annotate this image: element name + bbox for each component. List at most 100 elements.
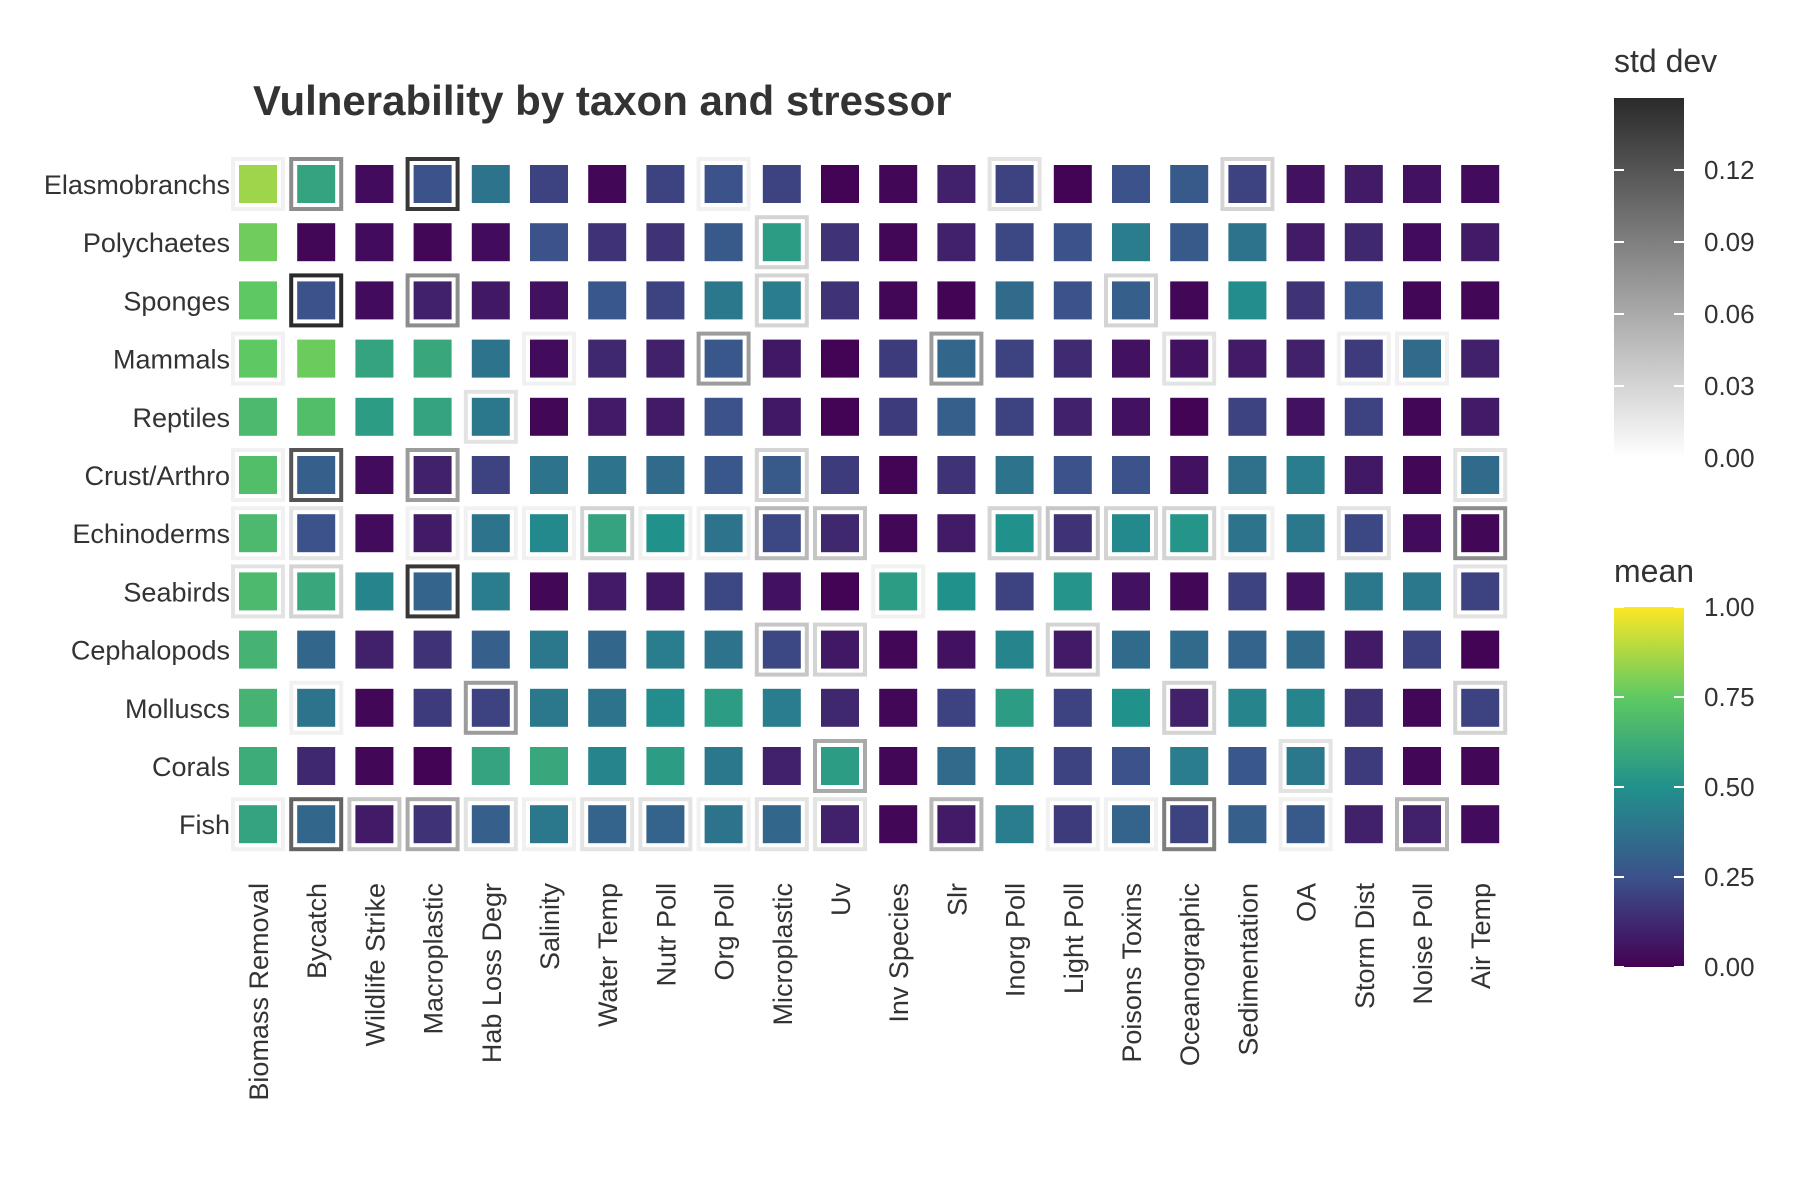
x-tick-label: Macroplastic <box>419 883 449 1035</box>
cell-mean-fill <box>879 630 918 669</box>
legend-tick-label: 0.75 <box>1704 682 1755 712</box>
heatmap-cell <box>463 797 518 852</box>
heatmap-cell <box>987 797 1042 852</box>
heatmap-cell <box>1278 215 1333 270</box>
x-tick-label: Org Poll <box>710 883 740 981</box>
heatmap-cell <box>1162 448 1217 502</box>
heatmap-cell <box>696 622 751 677</box>
cell-mean-fill <box>355 572 394 611</box>
heatmap-cell <box>405 273 460 328</box>
y-tick-label: Polychaetes <box>83 228 230 258</box>
cell-mean-fill <box>1286 747 1325 785</box>
heatmap-cell <box>638 506 693 561</box>
cell-mean-fill <box>1403 456 1441 494</box>
cell-mean-fill <box>413 630 452 669</box>
cell-mean-fill <box>1112 688 1150 727</box>
heatmap-cell <box>813 506 867 561</box>
cell-mean-fill <box>1170 223 1209 262</box>
heatmap-cell <box>754 389 809 444</box>
heatmap-cell <box>463 564 518 619</box>
heatmap-cell <box>1453 797 1508 852</box>
cell-mean-fill <box>471 223 510 262</box>
legend-tick-label: 0.00 <box>1704 443 1755 473</box>
cell-mean-fill <box>1286 339 1325 378</box>
heatmap-cell <box>813 680 867 735</box>
cell-mean-fill <box>239 572 277 611</box>
heatmap-cell <box>1336 273 1391 328</box>
cell-mean-fill <box>762 747 801 785</box>
heatmap-cell <box>289 273 344 328</box>
heatmap-cell <box>871 331 926 386</box>
heatmap-cell <box>1336 157 1391 211</box>
cell-mean-fill <box>1170 397 1209 436</box>
cell-mean-fill <box>821 165 859 203</box>
heatmap-cell <box>1278 506 1333 561</box>
heatmap-cell <box>1104 448 1158 502</box>
x-tick-label: Microplastic <box>768 883 798 1026</box>
heatmap-cell <box>1104 389 1158 444</box>
heatmap-cell <box>522 389 576 444</box>
heatmap-cell <box>696 389 751 444</box>
cell-mean-fill <box>471 456 510 494</box>
cell-mean-fill <box>413 747 452 785</box>
cell-mean-fill <box>879 165 918 203</box>
heatmap-cell <box>1045 680 1100 735</box>
cell-mean-fill <box>530 572 568 611</box>
heatmap-cell <box>754 680 809 735</box>
cell-mean-fill <box>821 747 859 785</box>
heatmap-cell <box>231 215 285 270</box>
cell-mean-fill <box>355 630 394 669</box>
x-tick-label: Storm Dist <box>1350 883 1380 1010</box>
heatmap-cell <box>522 564 576 619</box>
cell-mean-fill <box>1461 165 1500 203</box>
heatmap-cell <box>289 797 344 852</box>
cell-mean-fill <box>588 397 627 436</box>
heatmap-cell <box>1045 506 1100 561</box>
cell-mean-fill <box>704 165 743 203</box>
heatmap-cell <box>1278 739 1333 793</box>
cell-mean-fill <box>1344 165 1383 203</box>
heatmap-cell <box>580 797 635 852</box>
cell-mean-fill <box>297 630 336 669</box>
cell-mean-fill <box>355 688 394 727</box>
heatmap-cell <box>1336 564 1391 619</box>
cell-mean-fill <box>821 630 859 669</box>
heatmap-cell <box>1395 448 1449 502</box>
heatmap-cell <box>987 564 1042 619</box>
heatmap-cells <box>231 157 1508 852</box>
cell-mean-fill <box>704 514 743 553</box>
cell-mean-fill <box>1112 456 1150 494</box>
cell-mean-fill <box>471 397 510 436</box>
cell-mean-fill <box>297 572 336 611</box>
cell-mean-fill <box>297 339 336 378</box>
cell-mean-fill <box>355 281 394 320</box>
heatmap-cell <box>231 564 285 619</box>
heatmap-cell <box>987 273 1042 328</box>
heatmap-cell <box>1453 622 1508 677</box>
cell-mean-fill <box>1403 514 1441 553</box>
cell-mean-fill <box>646 281 685 320</box>
heatmap-cell <box>347 739 402 793</box>
cell-mean-fill <box>646 339 685 378</box>
cell-mean-fill <box>530 630 568 669</box>
y-tick-label: Elasmobranchs <box>44 170 230 200</box>
heatmap-cell <box>929 622 984 677</box>
heatmap-cell <box>1395 273 1449 328</box>
cell-mean-fill <box>995 688 1034 727</box>
heatmap-cell <box>1220 680 1275 735</box>
cell-mean-fill <box>879 281 918 320</box>
legend-tick-label: 0.00 <box>1704 952 1755 982</box>
heatmap-cell <box>1104 797 1158 852</box>
heatmap-cell <box>231 680 285 735</box>
heatmap-cell <box>1162 564 1217 619</box>
cell-mean-fill <box>1170 339 1209 378</box>
cell-mean-fill <box>471 339 510 378</box>
cell-mean-fill <box>1286 514 1325 553</box>
cell-mean-fill <box>704 688 743 727</box>
cell-mean-fill <box>239 281 277 320</box>
cell-mean-fill <box>1286 572 1325 611</box>
heatmap-cell <box>813 448 867 502</box>
heatmap-cell <box>1395 389 1449 444</box>
heatmap-cell <box>1453 448 1508 502</box>
